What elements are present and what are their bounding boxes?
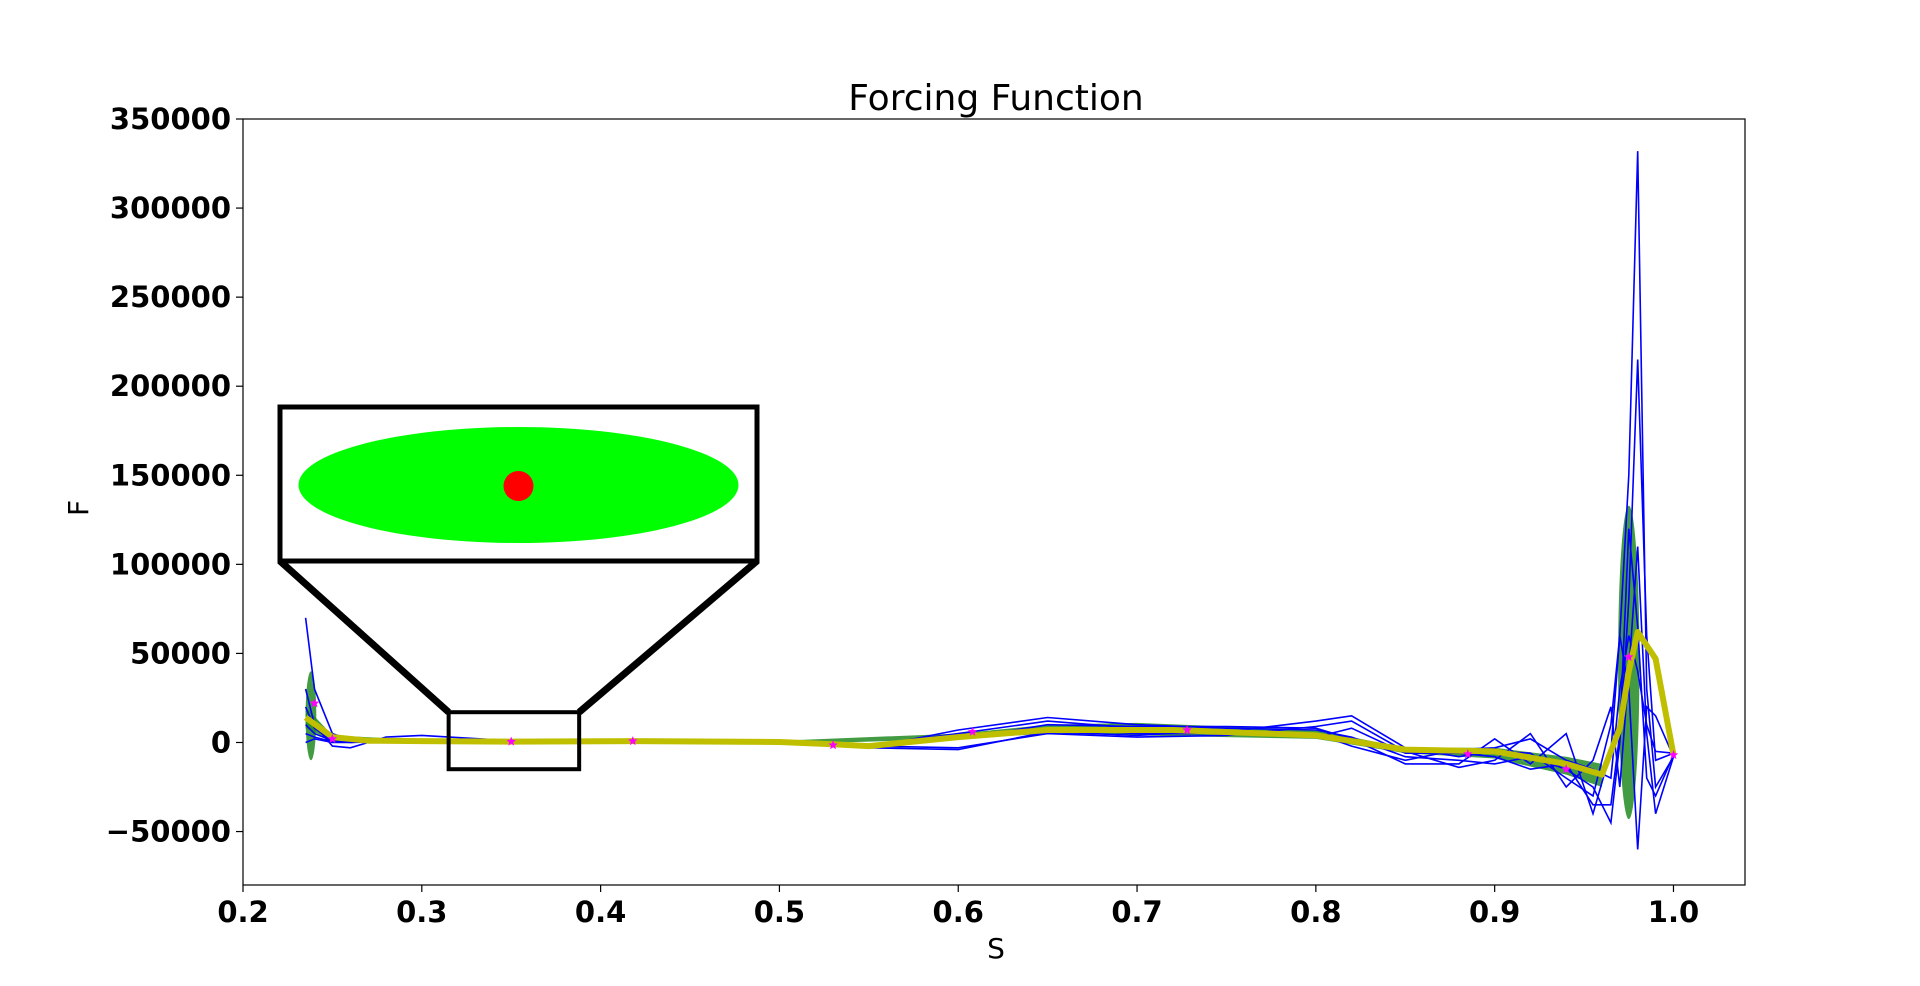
- plot-frame: [242, 118, 1746, 886]
- x-tick-label-3: 0.5: [754, 895, 805, 929]
- x-tick-label-7: 0.9: [1469, 895, 1520, 929]
- y-tick-label-5: 200000: [110, 369, 231, 403]
- y-tick-label-1: 0: [211, 725, 231, 759]
- waypoint-marker-6: [1182, 725, 1192, 735]
- waypoint-marker-0: [309, 698, 320, 708]
- plot-area: [303, 151, 1679, 850]
- zoom-region-layer: [446, 710, 582, 772]
- waypoint-marker-10: [1668, 750, 1679, 759]
- x-tick-label-0: 0.2: [217, 895, 268, 929]
- x-axis-label: S: [987, 932, 1005, 965]
- y-tick-label-6: 250000: [110, 280, 231, 314]
- mean-trajectory-layer: [303, 629, 1677, 778]
- x-tick-label-2: 0.4: [575, 895, 626, 929]
- y-tick-label-4: 150000: [110, 458, 231, 492]
- waypoint-layer: [309, 652, 1679, 774]
- waypoint-marker-8: [1561, 764, 1571, 774]
- y-tick-label-2: 50000: [130, 636, 231, 670]
- x-tick-label-8: 1.0: [1648, 895, 1699, 929]
- waypoint-marker-9: [1624, 652, 1634, 661]
- x-tick-label-5: 0.7: [1111, 895, 1162, 929]
- x-tick-label-4: 0.6: [933, 895, 984, 929]
- waypoint-marker-3: [628, 736, 638, 746]
- waypoint-marker-2: [506, 736, 516, 746]
- chart-title: Forcing Function: [848, 78, 1144, 119]
- x-tick-label-1: 0.3: [396, 895, 447, 929]
- inset-mean-point: [503, 471, 534, 501]
- mean-trajectory-line: [303, 629, 1677, 778]
- y-tick-label-8: 350000: [110, 102, 231, 136]
- inset-connector-right: [576, 558, 760, 715]
- waypoint-marker-7: [1463, 749, 1473, 759]
- y-tick-label-3: 100000: [110, 547, 231, 581]
- inset-connector-left: [277, 558, 451, 715]
- waypoint-marker-4: [828, 740, 838, 750]
- y-tick-label-7: 300000: [110, 191, 231, 225]
- zoom-inset: [277, 404, 760, 715]
- x-tick-label-6: 0.8: [1290, 895, 1341, 929]
- x-axis-ticks: 0.2 0.3 0.4 0.5 0.6 0.7 0.8 0.9 1.0: [217, 885, 1699, 929]
- uncertainty-ellipse-0: [305, 671, 317, 761]
- y-axis-ticks: −50000 0 50000 100000 150000 200000 250000 3000…: [106, 102, 243, 849]
- waypoint-marker-5: [967, 726, 978, 736]
- waypoint-marker-1: [327, 733, 338, 743]
- y-tick-label-0: −50000: [106, 815, 231, 849]
- y-axis-label: F: [62, 500, 95, 516]
- zoom-region-box: [446, 710, 582, 772]
